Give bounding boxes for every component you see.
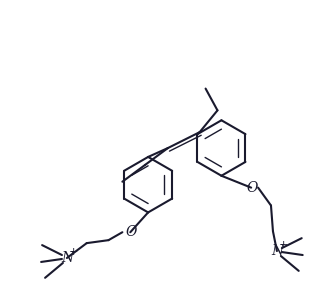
Text: +: +: [69, 247, 78, 257]
Text: O: O: [126, 225, 137, 239]
Text: +: +: [279, 240, 288, 250]
Text: N: N: [271, 244, 283, 258]
Text: N: N: [61, 251, 73, 265]
Text: O: O: [246, 181, 258, 195]
